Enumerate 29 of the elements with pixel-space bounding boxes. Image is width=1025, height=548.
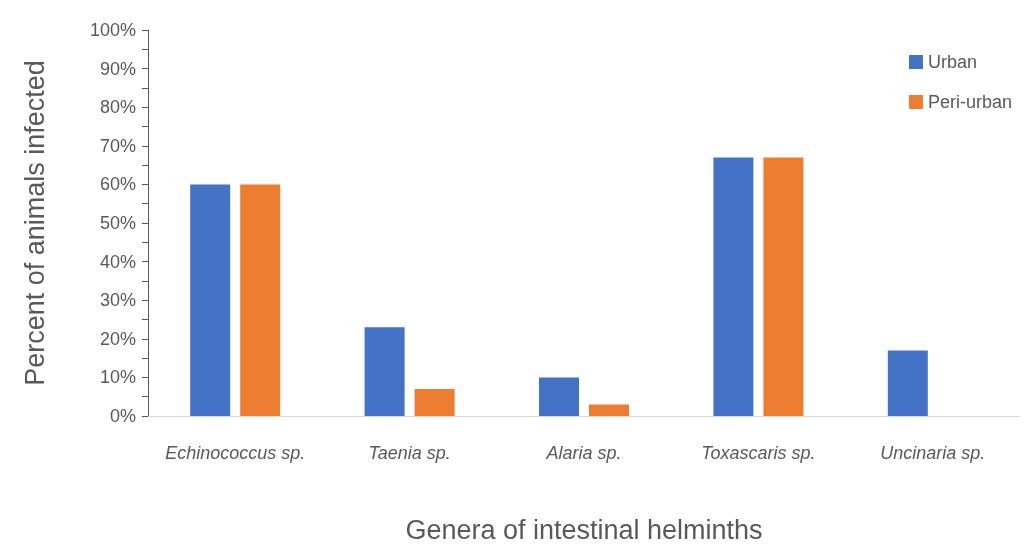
y-tick-label: 90%	[99, 58, 136, 79]
x-tick-label: Uncinaria sp.	[880, 443, 986, 463]
y-tick-label: 70%	[99, 135, 136, 156]
legend-label: Peri-urban	[927, 92, 1013, 112]
bar	[414, 388, 455, 416]
bar	[763, 157, 804, 416]
y-tick-label: 20%	[99, 328, 136, 349]
bar	[364, 327, 405, 416]
y-tick-label: 0%	[109, 406, 136, 426]
y-tick-label: 80%	[99, 97, 136, 118]
y-tick-label: 60%	[99, 174, 136, 195]
x-tick-label: Echinococcus sp.	[165, 443, 306, 463]
bar	[190, 184, 231, 416]
bar	[240, 184, 281, 416]
bar	[887, 350, 928, 416]
bar	[713, 157, 754, 416]
x-axis-title: Genera of intestinal helminths	[405, 514, 763, 545]
x-tick-label: Taenia sp.	[368, 443, 451, 463]
y-axis-title: Percent of animals infected	[19, 60, 50, 386]
legend-label: Urban	[927, 52, 977, 72]
x-tick-label: Alaria sp.	[545, 443, 622, 463]
bar	[589, 404, 629, 416]
y-tick-label: 40%	[99, 251, 136, 272]
y-tick-label: 30%	[99, 290, 136, 311]
y-tick-label: 10%	[99, 367, 136, 388]
bar	[539, 377, 579, 416]
y-tick-label: 50%	[99, 213, 136, 233]
x-tick-label: Toxascaris sp.	[701, 443, 816, 463]
y-tick-label: 100%	[89, 20, 136, 40]
